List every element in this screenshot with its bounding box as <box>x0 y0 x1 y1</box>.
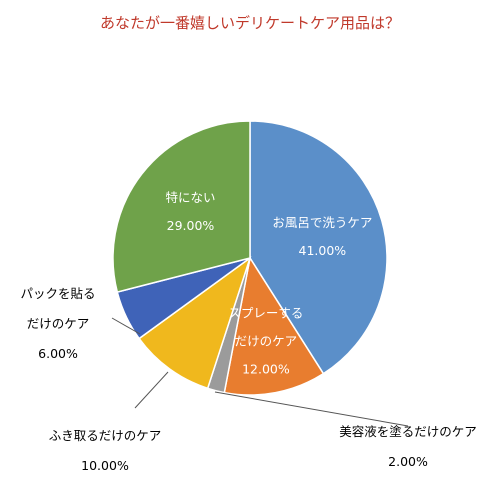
leader-line <box>111 317 141 335</box>
pie-slice-0 <box>249 120 388 375</box>
pie-slice-3 <box>138 256 252 390</box>
slice-label: 美容液を塗るだけのケア <box>339 424 477 439</box>
slice-label: スプレーする <box>228 305 303 320</box>
slice-value-label: 10.00% <box>81 458 129 473</box>
slice-label: パックを貼る <box>20 286 95 301</box>
slice-label: 特にない <box>165 190 215 205</box>
slice-value-label: 29.00% <box>167 218 215 233</box>
slice-label: お風呂で洗うケア <box>272 215 372 230</box>
chart-title: あなたが一番嬉しいデリケートケア用品は？ <box>99 14 400 32</box>
slice-label: だけのケア <box>235 333 298 348</box>
pie-slice-5 <box>112 120 251 293</box>
leader-line <box>214 391 409 427</box>
slice-label: ふき取るだけのケア <box>49 428 162 443</box>
pie-slice-1 <box>223 255 325 396</box>
slice-value-label: 2.00% <box>388 454 428 469</box>
slice-value-label: 41.00% <box>299 243 347 258</box>
slice-label: だけのケア <box>27 316 90 331</box>
slice-value-label: 6.00% <box>38 346 78 361</box>
slice-value-label: 12.00% <box>242 361 290 376</box>
leader-line <box>134 371 169 409</box>
